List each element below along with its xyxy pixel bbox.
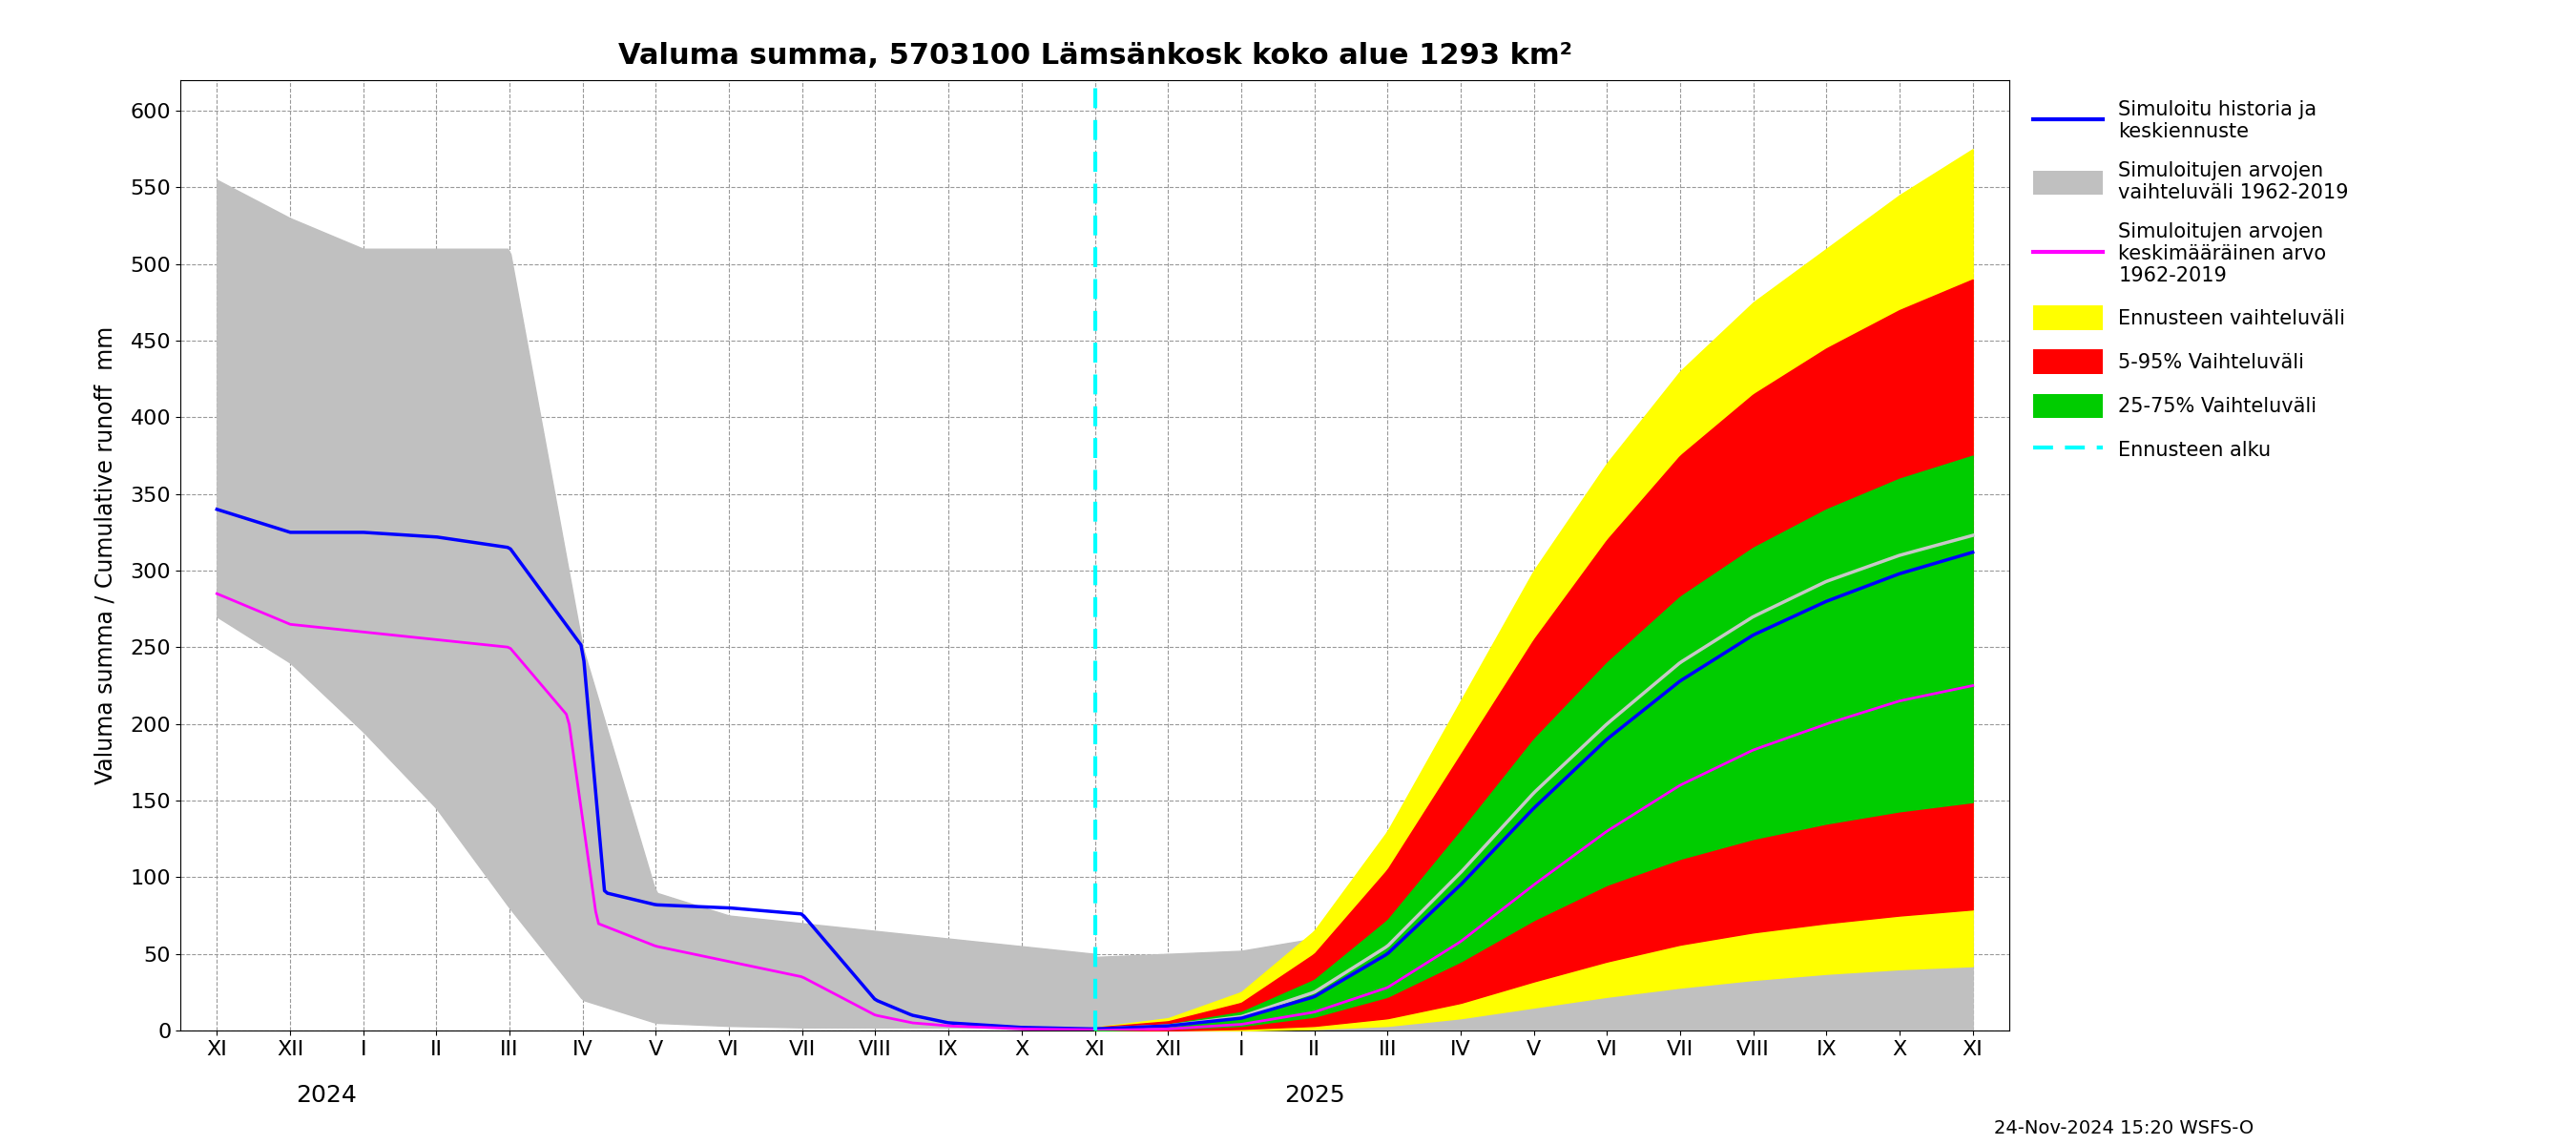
- Text: 2025: 2025: [1283, 1083, 1345, 1106]
- Text: 2024: 2024: [296, 1083, 358, 1106]
- Title: Valuma summa, 5703100 Lämsänkosk koko alue 1293 km²: Valuma summa, 5703100 Lämsänkosk koko al…: [618, 42, 1571, 70]
- Legend: Simuloitu historia ja
keskiennuste, Simuloitujen arvojen
vaihteluväli 1962-2019,: Simuloitu historia ja keskiennuste, Simu…: [2022, 90, 2360, 472]
- Text: 24-Nov-2024 15:20 WSFS-O: 24-Nov-2024 15:20 WSFS-O: [1994, 1120, 2254, 1137]
- Y-axis label: Valuma summa / Cumulative runoff  mm: Valuma summa / Cumulative runoff mm: [95, 326, 116, 784]
